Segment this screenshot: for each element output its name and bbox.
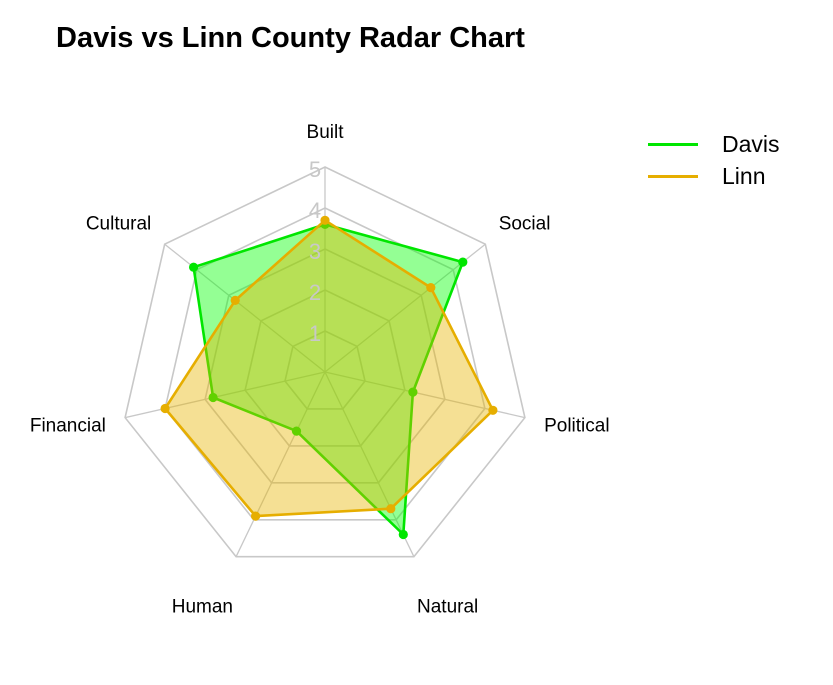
radar-grid (124, 166, 526, 558)
point-linn-financial (160, 403, 170, 414)
point-linn-human (251, 511, 261, 521)
tick-label-2: 2 (309, 280, 321, 305)
grid-ring-1 (284, 330, 366, 410)
series-line-davis (192, 223, 465, 536)
axis-label-financial: Financial (30, 415, 106, 436)
legend-item-davis: Davis (648, 128, 780, 160)
tick-label-4: 4 (309, 198, 321, 223)
axis-label-cultural: Cultural (86, 214, 151, 235)
grid-ring-4 (164, 207, 486, 521)
grid-ring-5 (124, 166, 526, 558)
point-linn-political (488, 405, 498, 415)
point-davis-cultural (189, 262, 199, 272)
point-davis-human (291, 426, 302, 436)
axis-label-built: Built (307, 122, 345, 143)
point-linn-cultural (230, 295, 240, 305)
radar-axis-labels: Built Social Political Natural Human Financia… (30, 122, 610, 618)
grid-spoke-social (324, 243, 486, 373)
radar-tick-labels: 1 2 3 4 5 (309, 157, 321, 346)
legend-swatch-davis (648, 142, 698, 146)
legend-swatch-linn (648, 174, 698, 178)
grid-spoke-financial (124, 371, 326, 419)
chart-legend: Davis Linn (648, 128, 780, 192)
point-davis-financial (208, 392, 218, 403)
point-davis-social (458, 257, 468, 267)
axis-label-natural: Natural (417, 597, 478, 618)
axis-label-human: Human (172, 597, 233, 618)
tick-label-1: 1 (309, 321, 321, 346)
series-area-linn (165, 220, 493, 517)
point-linn-social (426, 283, 436, 293)
grid-ring-3 (204, 248, 446, 484)
grid-spoke-human (235, 371, 326, 557)
legend-label-davis: Davis (722, 130, 780, 157)
tick-label-3: 3 (309, 239, 321, 264)
series-line-linn (163, 219, 495, 518)
point-davis-natural (398, 529, 408, 540)
series-area-davis (193, 224, 463, 535)
point-linn-built (320, 215, 330, 225)
legend-label-linn: Linn (722, 162, 766, 189)
point-davis-political (408, 387, 418, 397)
axis-label-political: Political (544, 415, 609, 436)
grid-ring-2 (244, 289, 406, 447)
legend-item-linn: Linn (648, 160, 780, 192)
series-linn (160, 215, 498, 521)
axis-label-social: Social (499, 214, 551, 235)
radar-series-layer (160, 215, 498, 540)
grid-spoke-natural (324, 371, 415, 557)
tick-label-5: 5 (309, 157, 321, 182)
point-linn-natural (386, 504, 396, 514)
chart-title: Davis vs Linn County Radar Chart (56, 22, 525, 54)
